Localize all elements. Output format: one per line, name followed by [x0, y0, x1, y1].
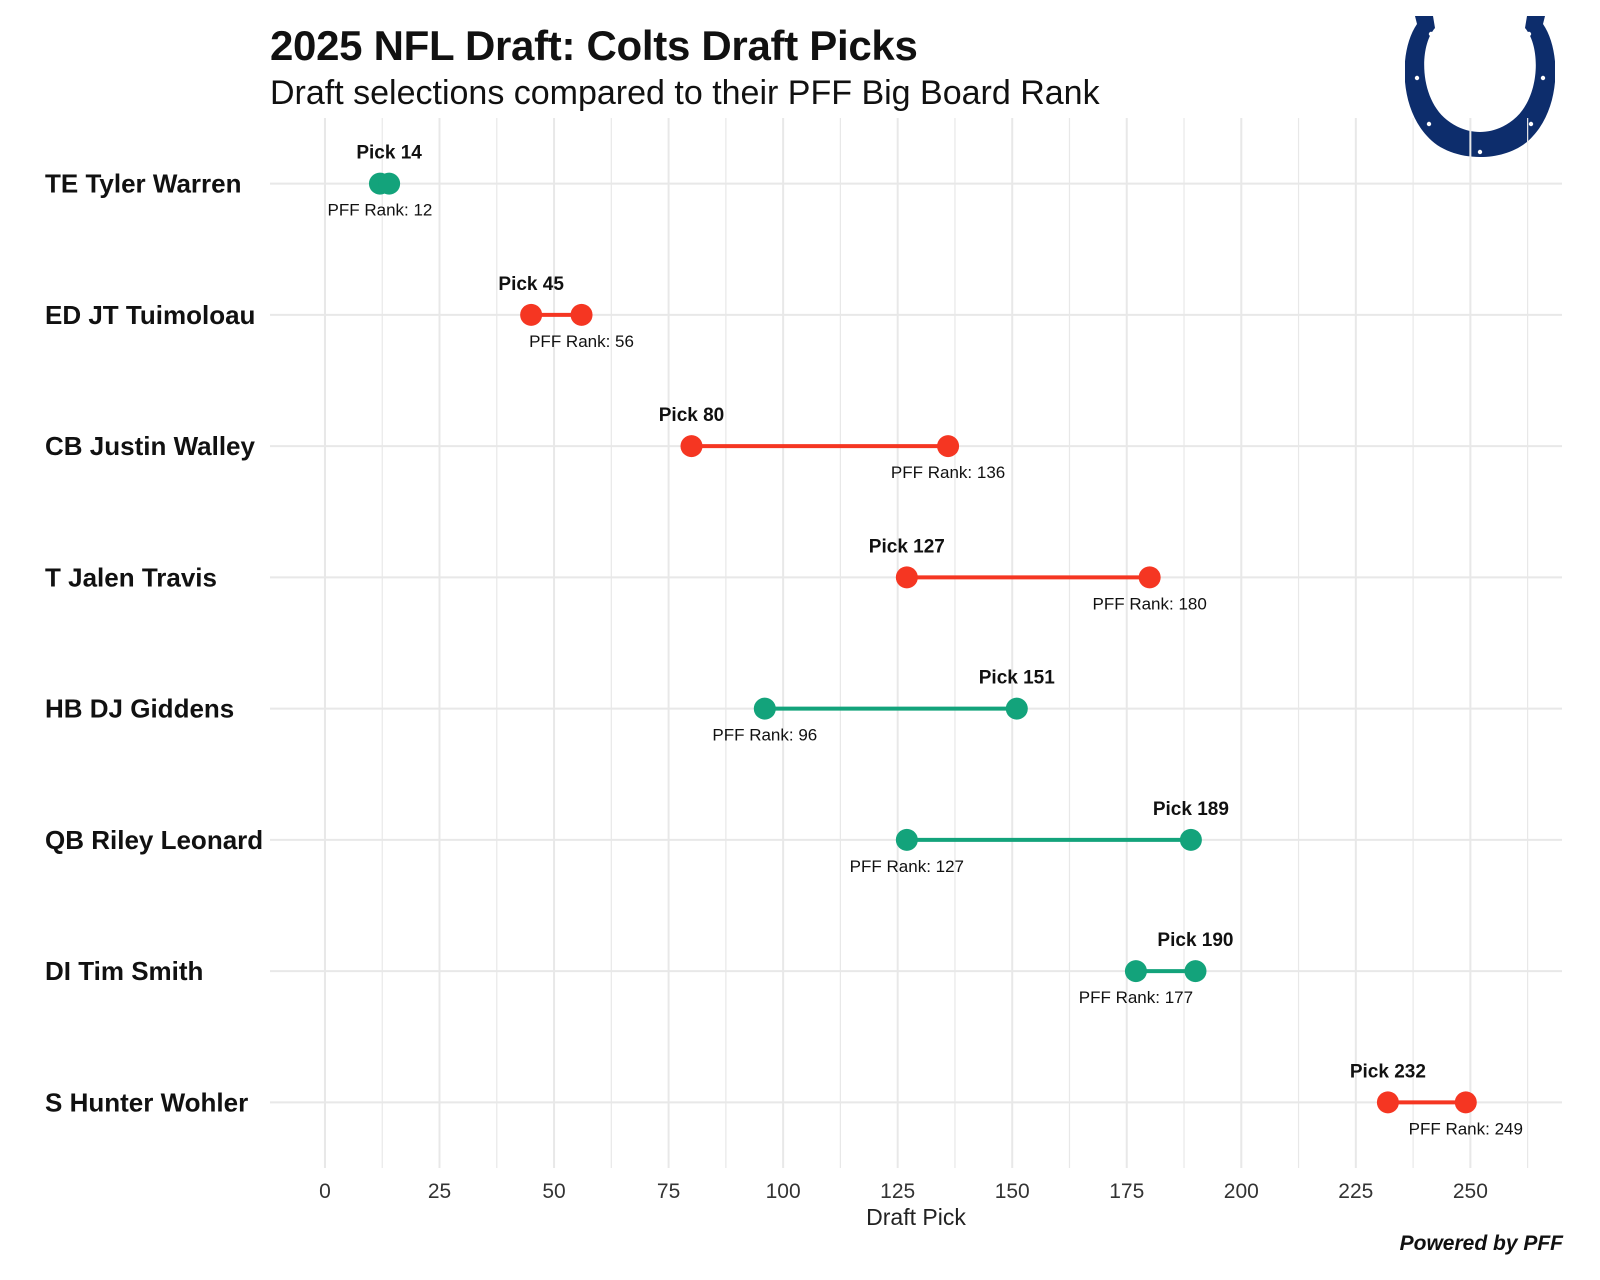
x-tick-label: 150: [995, 1180, 1030, 1203]
footer-credit: Powered by PFF: [1399, 1232, 1563, 1255]
x-tick-label: 100: [766, 1180, 801, 1203]
draft-pick-label: Pick 80: [659, 405, 725, 426]
pff-rank-point: [1124, 960, 1147, 983]
player-name-label: CB Justin Walley: [45, 431, 256, 461]
draft-pick-label: Pick 45: [498, 274, 564, 295]
pff-rank-point: [753, 697, 776, 720]
draft-pick-label: Pick 232: [1350, 1061, 1426, 1082]
draft-pick-label: Pick 14: [356, 143, 422, 164]
draft-pick-point: [1179, 828, 1202, 851]
pff-rank-label: PFF Rank: 136: [891, 463, 1005, 482]
draft-pick-point: [1376, 1091, 1399, 1114]
draft-pick-label: Pick 190: [1157, 930, 1233, 951]
chart-title: 2025 NFL Draft: Colts Draft Picks: [270, 22, 918, 69]
draft-pick-point: [895, 566, 918, 589]
pff-rank-label: PFF Rank: 177: [1079, 988, 1193, 1007]
x-tick-label: 250: [1453, 1180, 1488, 1203]
player-name-label: T Jalen Travis: [45, 562, 217, 592]
pff-rank-label: PFF Rank: 96: [712, 726, 817, 745]
pff-rank-point: [937, 435, 960, 458]
x-axis-label: Draft Pick: [866, 1204, 966, 1230]
draft-pick-label: Pick 151: [979, 668, 1055, 689]
pff-rank-point: [1454, 1091, 1477, 1114]
player-name-label: HB DJ Giddens: [45, 694, 234, 724]
draft-pick-point: [378, 172, 401, 195]
x-tick-label: 75: [657, 1180, 680, 1203]
chart-subtitle: Draft selections compared to their PFF B…: [270, 74, 1100, 112]
draft-pick-label: Pick 127: [869, 536, 945, 557]
draft-pick-point: [680, 435, 703, 458]
x-tick-label: 125: [880, 1180, 915, 1203]
player-name-label: QB Riley Leonard: [45, 825, 263, 855]
x-tick-label: 0: [319, 1180, 331, 1203]
draft-pick-point: [1184, 960, 1207, 983]
colts-horseshoe-logo-icon: [1405, 16, 1555, 157]
pff-rank-label: PFF Rank: 56: [529, 332, 634, 351]
x-tick-label: 175: [1109, 1180, 1144, 1203]
x-tick-label: 50: [542, 1180, 565, 1203]
player-name-label: ED JT Tuimoloau: [45, 300, 255, 330]
x-tick-label: 225: [1338, 1180, 1373, 1203]
player-name-label: TE Tyler Warren: [45, 169, 242, 199]
pff-rank-point: [895, 828, 918, 851]
pff-rank-label: PFF Rank: 12: [328, 201, 433, 220]
player-name-label: S Hunter Wohler: [45, 1087, 248, 1117]
draft-pick-point: [520, 303, 543, 326]
draft-pick-point: [1005, 697, 1028, 720]
player-name-label: DI Tim Smith: [45, 956, 203, 986]
pff-rank-label: PFF Rank: 127: [850, 857, 964, 876]
x-tick-label: 25: [428, 1180, 451, 1203]
pff-rank-point: [1138, 566, 1161, 589]
pff-rank-label: PFF Rank: 180: [1092, 594, 1206, 613]
pff-rank-label: PFF Rank: 249: [1409, 1119, 1523, 1138]
draft-pick-label: Pick 189: [1153, 799, 1229, 820]
pff-rank-point: [570, 303, 593, 326]
x-tick-label: 200: [1224, 1180, 1259, 1203]
